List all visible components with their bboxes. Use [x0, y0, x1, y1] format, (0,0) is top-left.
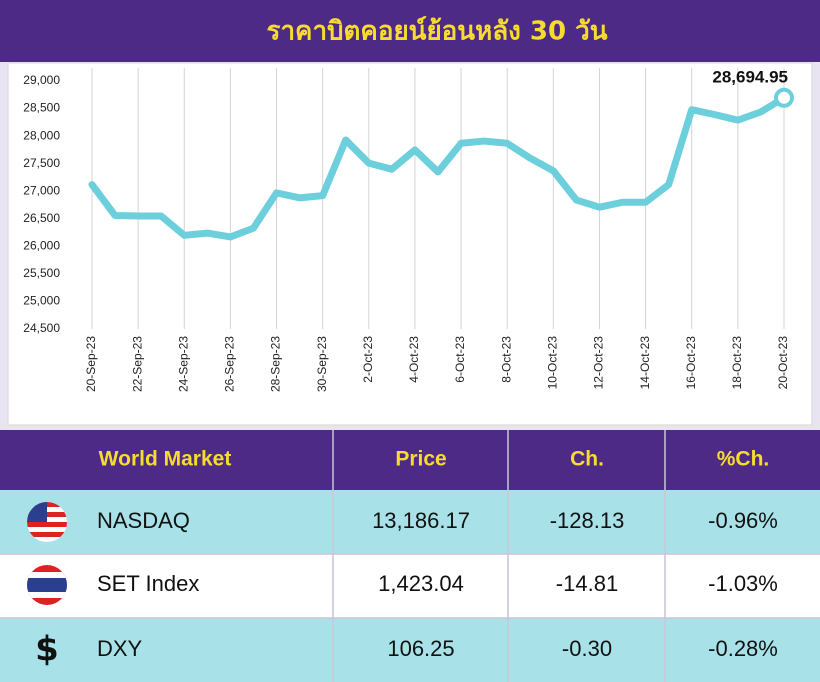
- value-label: 28,694.95: [712, 67, 788, 86]
- column-header: Ch.: [570, 448, 604, 471]
- x-tick-label: 10-Oct-23: [546, 336, 560, 390]
- x-tick-label: 12-Oct-23: [592, 336, 606, 390]
- price: 1,423.04: [378, 571, 464, 596]
- dollar-icon: $: [35, 630, 59, 670]
- change: -0.30: [562, 636, 612, 661]
- percent-change: -1.03%: [708, 571, 778, 596]
- chart-title: ราคาบิตคอยน์ย้อนหลัง 30 วัน: [266, 16, 607, 47]
- y-tick-label: 27,500: [23, 156, 60, 170]
- x-tick-label: 2-Oct-23: [361, 336, 375, 383]
- y-tick-label: 26,000: [23, 239, 60, 253]
- y-tick-label: 25,500: [23, 266, 60, 280]
- table-header: [0, 430, 820, 490]
- end-point: [774, 87, 794, 108]
- column-header: %Ch.: [717, 448, 770, 471]
- x-tick-label: 4-Oct-23: [407, 336, 421, 383]
- percent-change: -0.28%: [708, 636, 778, 661]
- y-tick-label: 27,000: [23, 183, 60, 197]
- title-bar: [0, 0, 820, 62]
- y-tick-label: 29,000: [23, 73, 60, 87]
- market-name: SET Index: [97, 571, 199, 596]
- change: -128.13: [550, 508, 625, 533]
- market-name: NASDAQ: [97, 508, 190, 533]
- x-tick-label: 14-Oct-23: [638, 336, 652, 390]
- x-tick-label: 20-Oct-23: [776, 336, 790, 390]
- y-tick-label: 24,500: [23, 321, 60, 335]
- x-tick-label: 6-Oct-23: [453, 336, 467, 383]
- x-tick-label: 20-Sep-23: [84, 336, 98, 392]
- y-tick-label: 25,000: [23, 294, 60, 308]
- chart-panel: [7, 62, 813, 426]
- column-header: Price: [395, 448, 446, 471]
- y-tick-label: 26,500: [23, 211, 60, 225]
- change: -14.81: [556, 571, 618, 596]
- table-row: [0, 490, 820, 554]
- x-tick-label: 30-Sep-23: [315, 336, 329, 392]
- x-tick-label: 28-Sep-23: [269, 336, 283, 392]
- table-row: [0, 618, 820, 682]
- price: 13,186.17: [372, 508, 470, 533]
- x-tick-label: 18-Oct-23: [730, 336, 744, 390]
- x-tick-label: 24-Sep-23: [176, 336, 190, 392]
- percent-change: -0.96%: [708, 508, 778, 533]
- market-name: DXY: [97, 636, 143, 661]
- x-tick-label: 26-Sep-23: [223, 336, 237, 392]
- x-tick-label: 16-Oct-23: [684, 336, 698, 390]
- column-header: World Market: [99, 448, 232, 471]
- x-tick-label: 8-Oct-23: [499, 336, 513, 383]
- table-row: [0, 554, 820, 618]
- price-line: [88, 94, 788, 241]
- table-dividers: [0, 430, 820, 682]
- price: 106.25: [387, 636, 454, 661]
- thai-flag: [27, 565, 67, 605]
- x-tick-label: 22-Sep-23: [130, 336, 144, 392]
- y-tick-label: 28,500: [23, 101, 60, 115]
- y-tick-label: 28,000: [23, 128, 60, 142]
- us-flag: [27, 502, 67, 542]
